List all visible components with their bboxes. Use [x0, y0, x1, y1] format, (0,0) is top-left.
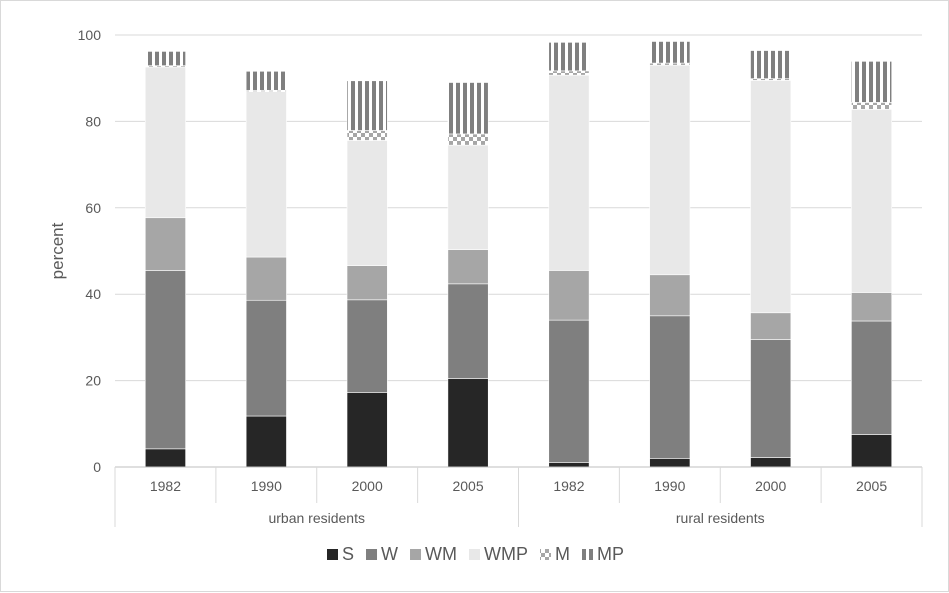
bar-segment-w: [144, 270, 186, 450]
bar-segment-wmp: [245, 91, 287, 258]
legend-swatch-m: [540, 549, 551, 560]
x-tick-label: 2000: [352, 478, 383, 494]
bar-segment-w: [548, 319, 590, 463]
x-axis: 1982 1990 2000 2005 1982 1990 2000 2005 urban re…: [114, 466, 923, 527]
x-tick-label: 2005: [452, 478, 483, 494]
legend-swatch-w: [366, 549, 378, 560]
x-tick-label: 1982: [553, 478, 584, 494]
gridlines: [115, 34, 922, 382]
bar-segment-mp: [649, 41, 691, 64]
x-tick-label: 1990: [251, 478, 282, 494]
bar-segment-m: [447, 133, 489, 146]
legend-swatch-wmp: [469, 549, 480, 560]
bar-segment-wm: [447, 249, 489, 285]
bar-segment-wmp: [548, 74, 590, 271]
bar-segment-s: [548, 462, 590, 468]
bar-segment-wm: [346, 265, 388, 301]
bar-segment-mp: [245, 70, 287, 91]
bar-segment-s: [851, 434, 893, 468]
bar-segment-s: [447, 378, 489, 468]
bar-segment-s: [750, 457, 792, 468]
legend-swatch-s: [327, 549, 338, 560]
y-tick-label: 20: [85, 373, 101, 389]
bar-segment-mp: [851, 61, 893, 103]
y-axis: 0 20 40 60 80 100: [78, 27, 102, 475]
y-tick-label: 0: [93, 459, 101, 475]
bar-segment-wm: [548, 270, 590, 321]
bar-segment-wmp: [851, 109, 893, 293]
bar-segment-wm: [144, 217, 186, 271]
bar-segment-m: [851, 102, 893, 110]
y-tick-label: 80: [85, 113, 101, 129]
bar-segment-m: [346, 130, 388, 141]
bar-segment-s: [144, 448, 186, 468]
x-tick-label: 2005: [856, 478, 887, 494]
bar-segment-s: [649, 458, 691, 468]
legend-label-wm: WM: [425, 544, 457, 564]
bar-segment-s: [346, 392, 388, 468]
bar-segment-wmp: [750, 80, 792, 314]
bar-segment-s: [245, 415, 287, 468]
legend-label-mp: MP: [597, 544, 624, 564]
x-group-label: urban residents: [268, 510, 365, 526]
bar-segment-mp: [750, 50, 792, 79]
bar-segment-mp: [447, 82, 489, 135]
legend-swatch-mp: [582, 549, 593, 560]
bar-segment-w: [447, 283, 489, 379]
bar-segment-wm: [851, 292, 893, 322]
legend: S W WM WMP M MP: [327, 544, 624, 564]
bar-segment-w: [346, 299, 388, 393]
bar-segment-wmp: [144, 66, 186, 219]
legend-swatch-wm: [410, 549, 422, 560]
bar-segment-w: [750, 339, 792, 458]
y-tick-label: 60: [85, 200, 101, 216]
bar-segment-w: [245, 299, 287, 417]
bar-segment-mp: [548, 42, 590, 72]
x-tick-label: 1982: [150, 478, 181, 494]
bar-segment-wm: [245, 256, 287, 301]
bar-segment-wm: [649, 274, 691, 317]
legend-label-s: S: [342, 544, 354, 564]
bar-segment-m: [649, 62, 691, 66]
bar-segment-w: [851, 320, 893, 435]
legend-label-w: W: [381, 544, 398, 564]
x-group-label: rural residents: [676, 510, 765, 526]
bar-segment-wm: [750, 312, 792, 340]
x-tick-label: 2000: [755, 478, 786, 494]
y-tick-label: 40: [85, 286, 101, 302]
bar-segment-mp: [144, 51, 186, 66]
y-axis-title: percent: [48, 222, 67, 279]
bar-segment-wmp: [447, 144, 489, 251]
y-tick-label: 100: [78, 27, 102, 43]
x-tick-label: 1990: [654, 478, 685, 494]
bar-segment-wmp: [649, 64, 691, 276]
bar-segment-wmp: [346, 140, 388, 266]
bar-segment-w: [649, 315, 691, 459]
legend-label-m: M: [555, 544, 570, 564]
legend-label-wmp: WMP: [484, 544, 528, 564]
bar-segment-mp: [346, 80, 388, 131]
bar-segment-m: [548, 70, 590, 76]
bars: [144, 41, 893, 468]
